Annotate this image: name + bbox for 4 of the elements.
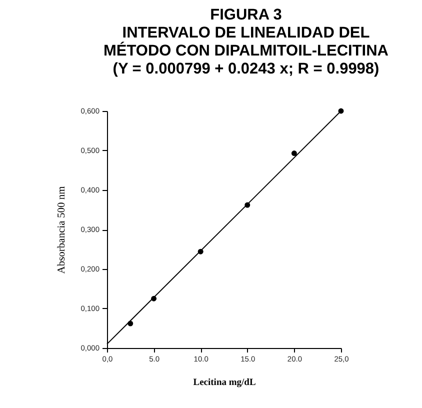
- x-axis-title: Lecitina mg/dL: [193, 378, 256, 388]
- point: [291, 150, 297, 156]
- y-axis-title: Absorbancia 500 nm: [56, 186, 68, 274]
- chart-title: FIGURA 3 INTERVALO DE LINEALIDAD DEL MÉTODO CON DIPALMITOIL-LECITINA (Y = 0.000799 + 0.0243 x; R = 0.9998): [103, 6, 389, 78]
